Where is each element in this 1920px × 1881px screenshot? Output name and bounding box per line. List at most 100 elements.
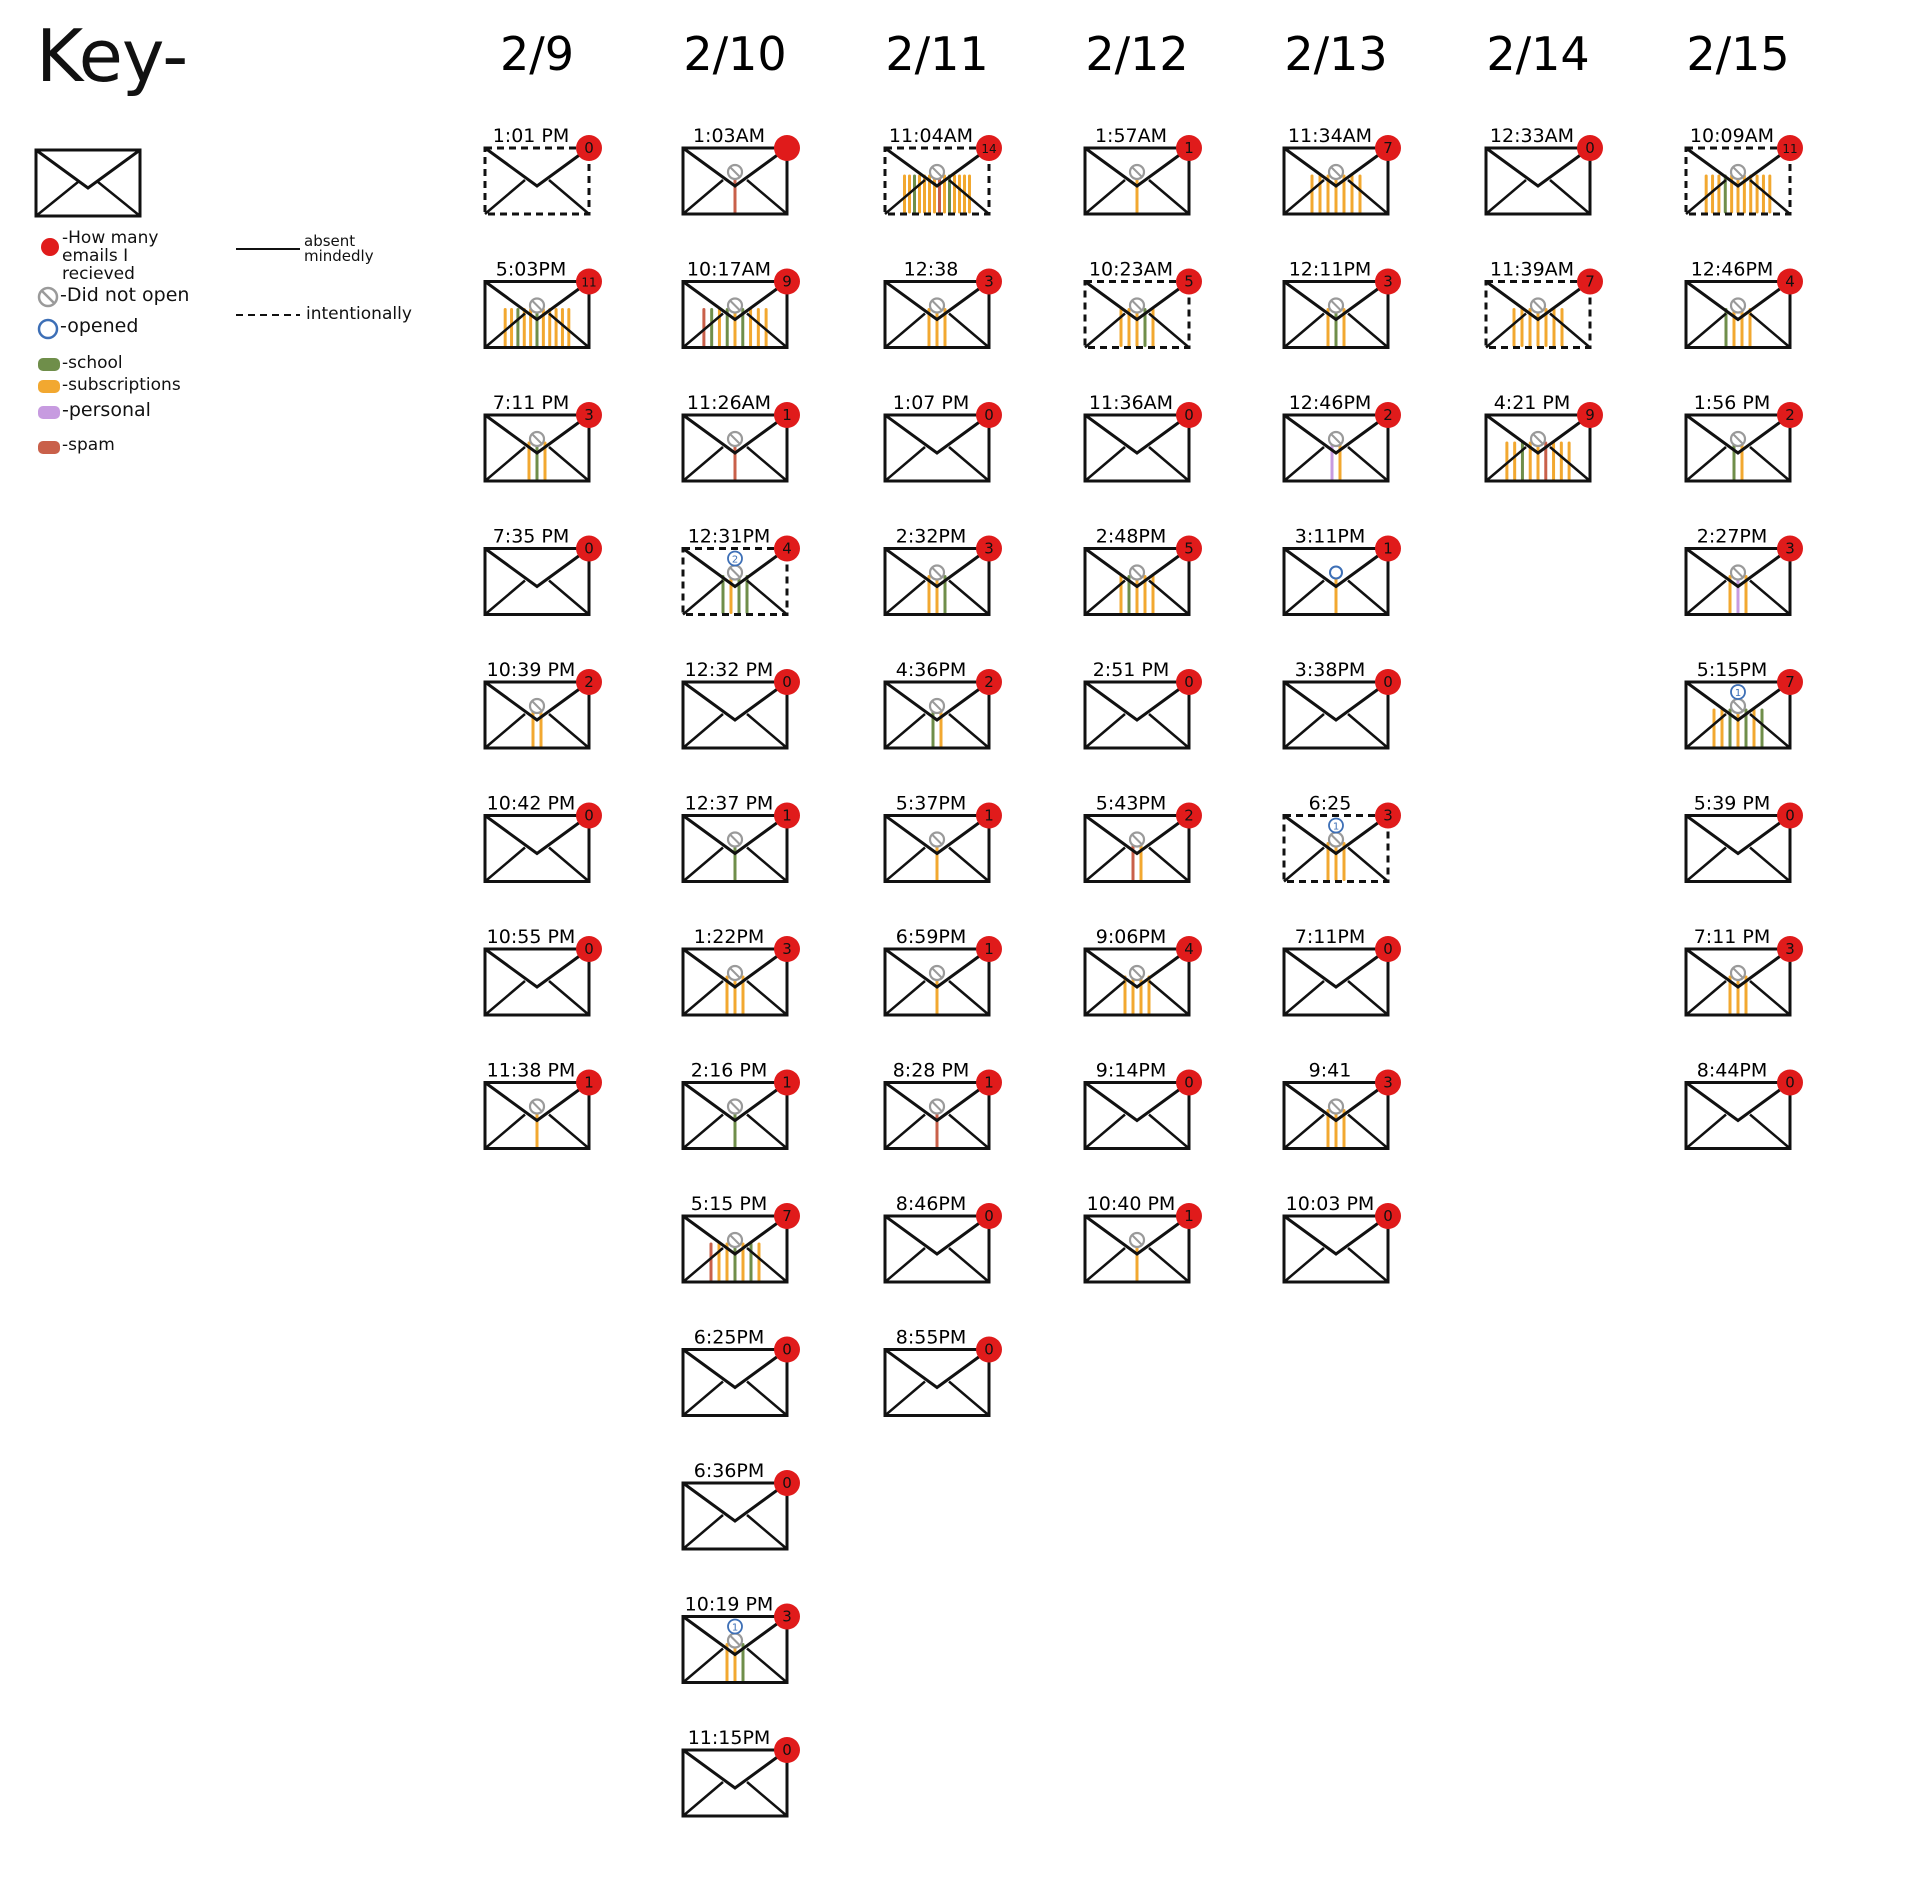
envelope-fold-left xyxy=(682,1380,724,1417)
envelope-flap xyxy=(1685,547,1791,589)
count-badge-icon xyxy=(1375,802,1401,829)
envelope-icon xyxy=(883,146,991,216)
email-check: 6:59PM 1 xyxy=(883,926,1002,1017)
check-time: 7:35 PM xyxy=(493,526,570,548)
email-check: 7:11PM 0 xyxy=(1282,926,1401,1017)
count-badge: 0 xyxy=(984,406,994,424)
email-check: 12:37 PM 1 xyxy=(681,793,800,883)
count-badge-icon xyxy=(576,135,602,161)
email-check: 12:33AM 0 xyxy=(1484,125,1603,216)
envelope-icon xyxy=(1684,547,1792,616)
check-time: 2:32PM xyxy=(896,526,967,548)
envelope-fold-right xyxy=(1148,1113,1190,1150)
envelope-fold-right xyxy=(948,179,990,215)
envelope-fold-left xyxy=(1685,980,1727,1016)
count-badge-icon xyxy=(774,535,800,562)
envelope-fold-left xyxy=(484,713,526,749)
count-badge: 0 xyxy=(1184,1074,1194,1092)
count-badge-icon xyxy=(774,936,800,962)
legend-envelope-icon xyxy=(34,148,142,218)
email-check: 2:27PM 3 xyxy=(1684,526,1803,616)
envelope-icon xyxy=(681,547,789,616)
not-open-slash xyxy=(1330,433,1342,445)
envelope-flap xyxy=(682,1481,788,1523)
envelope-fold-right xyxy=(746,1514,788,1550)
envelope-icon xyxy=(883,814,991,883)
check-time: 3:11PM xyxy=(1295,526,1366,548)
envelope-fold-right xyxy=(1347,980,1389,1016)
count-badge-icon xyxy=(774,268,800,295)
count-badge: 0 xyxy=(584,540,594,558)
envelope-icon xyxy=(1083,280,1191,349)
envelope-flap xyxy=(484,814,590,856)
count-badge: 3 xyxy=(1785,940,1795,958)
count-badge: 7 xyxy=(1383,139,1393,157)
count-badge: 3 xyxy=(1383,1074,1393,1092)
count-badge: 3 xyxy=(782,1608,792,1626)
not-open-slash xyxy=(931,700,943,712)
envelope-flap xyxy=(682,1615,788,1657)
envelope-fold-left xyxy=(682,1247,724,1283)
opened-count: 1 xyxy=(1735,688,1741,699)
check-time: 11:38 PM xyxy=(487,1060,576,1082)
count-badge: 0 xyxy=(1785,1074,1795,1092)
envelope-icon xyxy=(1083,146,1191,216)
check-time: 11:26AM xyxy=(687,392,771,414)
count-badge-icon xyxy=(1577,402,1603,428)
envelope-flap xyxy=(1084,547,1190,589)
email-check: 8:55PM 0 xyxy=(883,1327,1002,1417)
envelope-fold-left xyxy=(884,1113,926,1150)
envelope-fold-right xyxy=(746,1247,788,1283)
count-badge: 0 xyxy=(782,673,792,691)
envelope-fold-left xyxy=(1084,579,1126,616)
envelope-fold-right xyxy=(1549,446,1591,482)
envelope-fold-right xyxy=(1347,713,1389,749)
not-open-slash xyxy=(1330,1101,1342,1112)
envelope-icon xyxy=(681,680,789,750)
envelope-fold-left xyxy=(1084,446,1126,482)
envelope-icon xyxy=(681,1615,789,1684)
legend-absent-label: absent mindedly xyxy=(304,232,374,265)
count-badge-icon xyxy=(774,1603,800,1630)
count-badge-icon xyxy=(774,1336,800,1363)
count-badge: 0 xyxy=(584,807,594,825)
check-time: 10:19 PM xyxy=(685,1594,774,1616)
count-badge: 1 xyxy=(584,1074,594,1092)
count-badge: 3 xyxy=(584,406,594,424)
opened-count-icon xyxy=(727,550,743,567)
check-time: 5:43PM xyxy=(1096,793,1167,815)
email-check: 3:38PM 0 xyxy=(1282,659,1401,750)
email-check: 1:07 PM 0 xyxy=(883,392,1002,483)
count-badge: 0 xyxy=(1383,673,1393,691)
check-time: 5:15 PM xyxy=(691,1193,768,1215)
envelope-flap xyxy=(1283,680,1389,722)
not-open-slash xyxy=(1131,967,1143,979)
count-badge-icon xyxy=(576,402,602,428)
check-time: 12:31PM xyxy=(688,526,771,548)
envelope-flap xyxy=(1084,814,1190,856)
envelope-icon xyxy=(483,547,591,616)
not-open-slash xyxy=(931,567,943,578)
count-badge-icon xyxy=(976,802,1002,829)
envelope-icon xyxy=(483,814,591,883)
count-badge-icon xyxy=(976,535,1002,562)
envelope-fold-left xyxy=(682,1781,724,1817)
envelope-icon xyxy=(1083,1081,1191,1150)
count-badge-icon xyxy=(1375,268,1401,295)
envelope-icon xyxy=(681,1748,789,1818)
envelope-fold-right xyxy=(1749,312,1791,349)
envelope-fold-right xyxy=(1347,846,1389,883)
envelope-fold-left xyxy=(1084,846,1126,883)
count-badge: 0 xyxy=(1585,139,1595,157)
envelope-fold-right xyxy=(948,1113,990,1150)
count-badge-icon xyxy=(774,1737,800,1763)
envelope-icon xyxy=(681,1481,789,1551)
legend-graphics xyxy=(34,148,300,454)
count-badge: 2 xyxy=(1383,406,1393,424)
key-title: Key- xyxy=(36,14,188,98)
envelope-flap xyxy=(682,1348,788,1390)
check-time: 2:27PM xyxy=(1697,526,1768,548)
envelope-fold-left xyxy=(1283,846,1325,883)
count-badge: 1 xyxy=(1383,540,1393,558)
count-badge: 0 xyxy=(584,940,594,958)
